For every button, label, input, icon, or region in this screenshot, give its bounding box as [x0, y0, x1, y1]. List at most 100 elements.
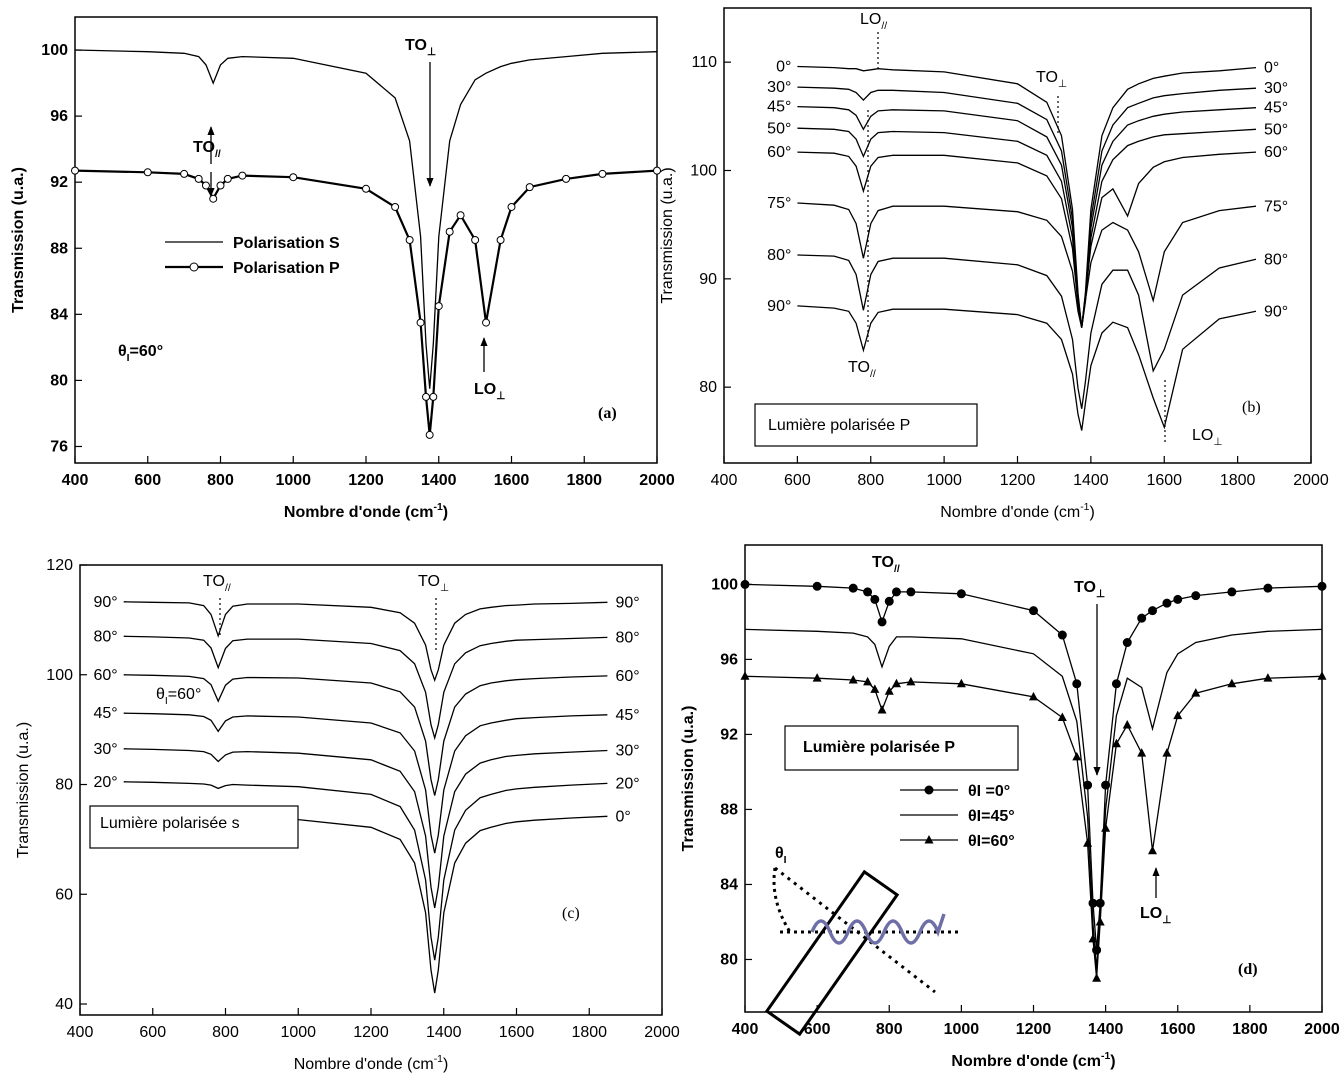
- point: [1095, 916, 1105, 926]
- annotation: Lumière polarisée s: [100, 815, 240, 832]
- annotation-main: θ: [775, 845, 784, 862]
- series-label: 20°: [615, 775, 639, 792]
- y-tick-label: 80: [720, 951, 738, 968]
- point: [289, 173, 298, 182]
- point: [1122, 720, 1132, 729]
- legend-label: θI=60°: [968, 833, 1015, 850]
- annotation-sub: //: [870, 369, 876, 380]
- series-label: 90°: [767, 298, 791, 315]
- point: [425, 430, 434, 439]
- point: [1137, 613, 1147, 623]
- annotation-main: Lumière polarisée s: [100, 815, 240, 832]
- x-tick-label: 1800: [566, 472, 602, 489]
- annotation-sub: I: [784, 855, 787, 866]
- point: [223, 174, 232, 183]
- point: [1227, 678, 1237, 688]
- panel: 80 90 100 110 400 600 800 1000 1200 1400 1600 1800 2…: [659, 7, 1329, 521]
- series-label: 0°: [776, 59, 791, 76]
- annotation-main: LO: [860, 11, 881, 28]
- x-axis-title: Nombre d'onde (cm-1): [294, 1054, 449, 1073]
- x-axis-title-tail: ): [1089, 504, 1094, 521]
- annotation-main: TO: [418, 573, 440, 590]
- annotation-sub: I: [127, 353, 130, 364]
- y-axis-title: Transmission (u.a.): [680, 706, 697, 852]
- x-tick-label: 600: [139, 1024, 166, 1041]
- y-axis-title: Transmission (u.a.): [15, 722, 32, 858]
- x-tick-label: 2000: [1293, 472, 1329, 489]
- annotation-tail: =60°: [168, 686, 202, 703]
- x-tick-label: 1800: [1220, 472, 1256, 489]
- annotation: θI=60°: [156, 686, 201, 707]
- point: [1148, 845, 1158, 855]
- series-line: [797, 65, 1257, 328]
- series-line: [123, 781, 608, 961]
- point: [863, 676, 873, 686]
- point: [1101, 823, 1111, 832]
- series-label: 30°: [767, 79, 791, 96]
- y-tick-label: 80: [699, 379, 717, 396]
- x-tick-label: 600: [804, 1021, 831, 1038]
- point: [848, 583, 858, 593]
- series-line: [797, 151, 1257, 328]
- point: [1111, 738, 1121, 748]
- y-tick-label: 88: [50, 240, 68, 257]
- annotation: TO⊥: [418, 573, 449, 594]
- series-label: 50°: [767, 120, 791, 137]
- series-line: [123, 748, 608, 909]
- inset-diagram: [764, 866, 960, 1037]
- annotation: LO⊥: [474, 381, 505, 402]
- series-line: [797, 202, 1257, 328]
- annotation-sub: ⊥: [427, 47, 436, 58]
- point: [877, 617, 887, 627]
- annotation-main: TO: [203, 573, 225, 590]
- point: [1122, 638, 1132, 648]
- annotation-box: [754, 403, 978, 447]
- series-label: 60°: [93, 667, 117, 684]
- series-label: 80°: [93, 628, 117, 645]
- point: [848, 675, 858, 684]
- panel-label: (b): [1242, 399, 1261, 416]
- point: [1227, 587, 1237, 597]
- annotation-sub: //: [225, 583, 231, 594]
- series-label: 50°: [1264, 121, 1288, 138]
- series-line: [123, 674, 608, 796]
- legend-label: Polarisation P: [233, 260, 340, 277]
- point: [891, 587, 901, 597]
- point: [1029, 691, 1038, 701]
- annotation-main: LO: [1140, 905, 1162, 922]
- series-label: 45°: [615, 707, 639, 724]
- x-tick-label: 1000: [280, 1024, 316, 1041]
- x-tick-label: 1400: [1073, 472, 1109, 489]
- x-tick-label: 1200: [353, 1024, 389, 1041]
- series-label: 45°: [93, 705, 117, 722]
- point: [812, 581, 822, 591]
- point: [209, 194, 218, 203]
- y-tick-label: 96: [720, 651, 738, 668]
- point: [362, 184, 370, 193]
- panel-label: (c): [562, 905, 580, 922]
- x-tick-label: 1600: [1160, 1021, 1196, 1038]
- x-tick-label: 1400: [421, 472, 457, 489]
- series-label: 45°: [767, 99, 791, 116]
- y-tick-label: 100: [41, 42, 68, 59]
- annotation-main: LO: [1192, 427, 1213, 444]
- annotation-box: [89, 805, 299, 849]
- x-tick-label: 1600: [1146, 472, 1182, 489]
- panel: 80 84 88 92 96 100 400 600 800 1000 1200 1400 1600 18…: [680, 544, 1340, 1070]
- y-tick-label: 76: [50, 438, 68, 455]
- x-tick-label: 800: [876, 1021, 903, 1038]
- point: [956, 678, 966, 688]
- series-label: 80°: [1264, 251, 1288, 268]
- annotation-main: Lumière polarisée P: [768, 417, 910, 434]
- x-tick-label: 1200: [348, 472, 384, 489]
- y-tick-label: 100: [690, 163, 717, 180]
- annotation: Lumière polarisée P: [768, 417, 910, 434]
- point: [740, 579, 750, 589]
- series-label: 75°: [767, 195, 791, 212]
- point: [870, 684, 880, 693]
- point: [740, 671, 750, 680]
- annotation: TO//: [848, 359, 876, 380]
- series-line: [123, 635, 608, 741]
- point: [194, 174, 203, 183]
- point: [238, 171, 247, 180]
